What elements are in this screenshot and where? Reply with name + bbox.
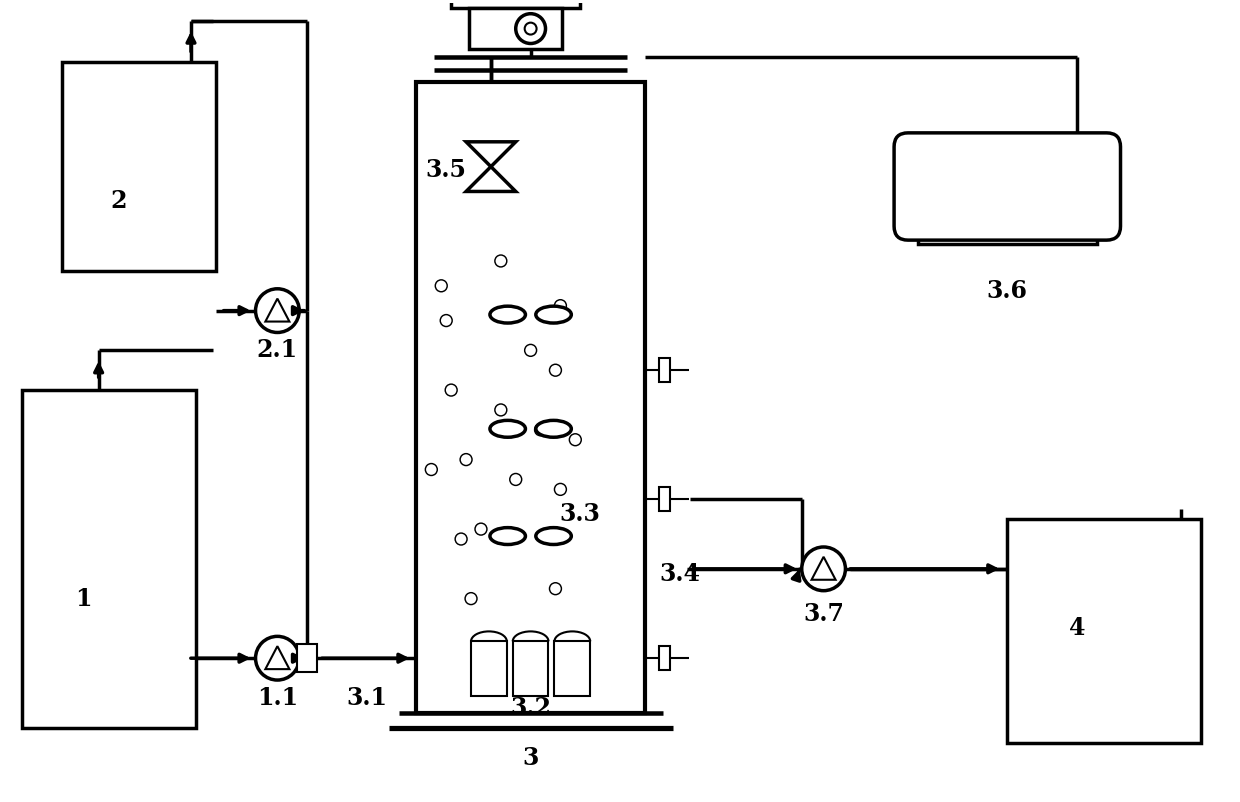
Bar bbox=[298, 644, 317, 672]
Bar bbox=[417, 83, 645, 713]
Ellipse shape bbox=[536, 420, 572, 437]
Ellipse shape bbox=[536, 306, 572, 323]
Circle shape bbox=[445, 384, 458, 396]
Bar bbox=[918, 226, 1096, 244]
Circle shape bbox=[495, 404, 507, 416]
FancyBboxPatch shape bbox=[894, 133, 1121, 240]
Circle shape bbox=[569, 434, 582, 446]
Bar bbox=[469, 8, 563, 50]
Circle shape bbox=[510, 473, 522, 485]
Circle shape bbox=[554, 484, 567, 496]
Circle shape bbox=[549, 583, 562, 594]
Circle shape bbox=[465, 593, 477, 605]
Text: 3.6: 3.6 bbox=[987, 279, 1028, 303]
Text: 2: 2 bbox=[110, 189, 126, 213]
Bar bbox=[660, 646, 670, 670]
Text: 3.7: 3.7 bbox=[804, 602, 844, 626]
Bar bbox=[554, 642, 590, 696]
Circle shape bbox=[525, 344, 537, 356]
Bar bbox=[660, 488, 670, 511]
Bar bbox=[660, 358, 670, 382]
Polygon shape bbox=[265, 298, 289, 322]
Polygon shape bbox=[466, 167, 516, 192]
Circle shape bbox=[435, 280, 448, 292]
Circle shape bbox=[425, 464, 438, 476]
Text: 2.1: 2.1 bbox=[257, 338, 298, 363]
Text: 3.3: 3.3 bbox=[559, 502, 600, 526]
Ellipse shape bbox=[490, 420, 526, 437]
Text: 3.2: 3.2 bbox=[510, 696, 551, 720]
Text: 1.1: 1.1 bbox=[257, 686, 298, 710]
Circle shape bbox=[460, 454, 472, 465]
Circle shape bbox=[534, 423, 547, 435]
Bar bbox=[1007, 519, 1202, 743]
Text: 3.1: 3.1 bbox=[346, 686, 387, 710]
Circle shape bbox=[554, 300, 567, 312]
Text: 3: 3 bbox=[522, 746, 539, 769]
Circle shape bbox=[455, 533, 467, 545]
Circle shape bbox=[516, 14, 546, 43]
Text: 4: 4 bbox=[1069, 617, 1085, 641]
Text: 3.4: 3.4 bbox=[660, 561, 701, 585]
Circle shape bbox=[525, 22, 537, 34]
Circle shape bbox=[440, 314, 453, 326]
Bar bbox=[451, 0, 580, 8]
Circle shape bbox=[255, 636, 299, 680]
Circle shape bbox=[495, 255, 507, 267]
Circle shape bbox=[802, 547, 846, 591]
Polygon shape bbox=[265, 646, 289, 669]
Circle shape bbox=[475, 523, 487, 535]
Bar bbox=[22, 390, 196, 727]
Circle shape bbox=[549, 364, 562, 376]
Ellipse shape bbox=[490, 306, 526, 323]
Bar bbox=[471, 642, 507, 696]
Polygon shape bbox=[811, 557, 836, 580]
Text: 3.5: 3.5 bbox=[425, 158, 466, 181]
Ellipse shape bbox=[536, 528, 572, 545]
Ellipse shape bbox=[490, 528, 526, 545]
Circle shape bbox=[255, 289, 299, 333]
Bar bbox=[62, 63, 216, 271]
Text: 1: 1 bbox=[76, 586, 92, 610]
Polygon shape bbox=[466, 142, 516, 167]
Bar bbox=[513, 642, 548, 696]
